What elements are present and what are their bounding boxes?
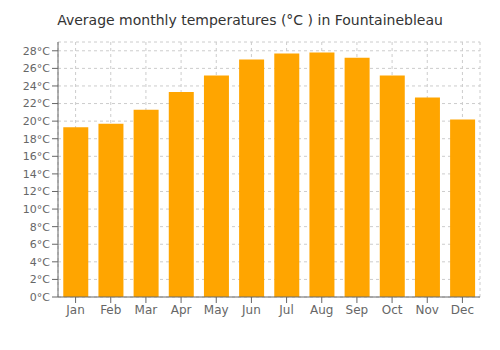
svg-text:26°C: 26°C [23,62,50,75]
svg-text:Aug: Aug [310,303,333,317]
svg-text:6°C: 6°C [30,238,50,251]
svg-text:14°C: 14°C [23,168,50,181]
svg-text:2°C: 2°C [30,273,50,286]
svg-text:16°C: 16°C [23,150,50,163]
svg-text:Sep: Sep [346,303,369,317]
svg-text:Nov: Nov [416,303,439,317]
svg-text:Oct: Oct [382,303,403,317]
svg-text:Feb: Feb [100,303,121,317]
svg-text:0°C: 0°C [30,291,50,304]
svg-text:Apr: Apr [171,303,192,317]
svg-text:28°C: 28°C [23,45,50,58]
svg-text:20°C: 20°C [23,115,50,128]
svg-text:Jan: Jan [65,303,85,317]
svg-text:May: May [204,303,229,317]
html-text:Average monthly temperatures (: Average monthly temperatures (°C ) in Fo… [57,12,443,28]
svg-text:12°C: 12°C [23,185,50,198]
svg-text:22°C: 22°C [23,97,50,110]
svg-text:24°C: 24°C [23,80,50,93]
svg-text:Mar: Mar [135,303,158,317]
svg-text:18°C: 18°C [23,133,50,146]
svg-text:8°C: 8°C [30,221,50,234]
svg-text:Jul: Jul [278,303,293,317]
svg-text:Jun: Jun [241,303,261,317]
svg-text:Dec: Dec [451,303,474,317]
svg-text:10°C: 10°C [23,203,50,216]
svg-text:4°C: 4°C [30,256,50,269]
